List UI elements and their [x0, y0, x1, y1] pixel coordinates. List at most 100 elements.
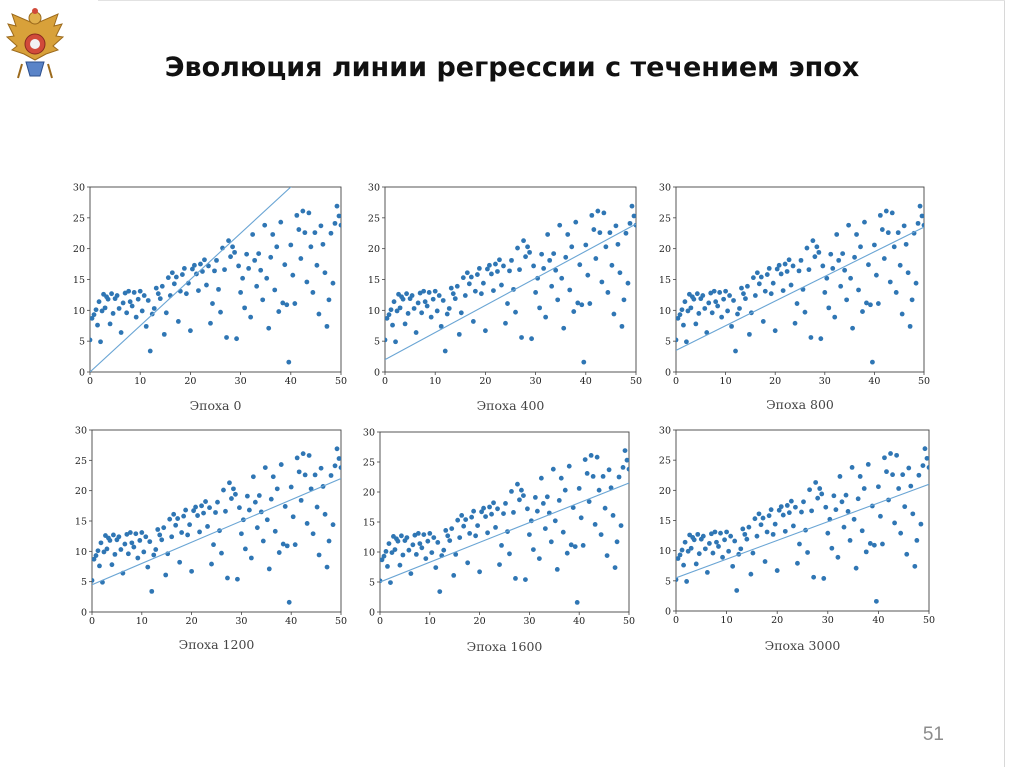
data-point: [334, 203, 340, 209]
data-point: [252, 257, 258, 263]
data-point: [709, 531, 714, 537]
y-tick-label: 15: [659, 516, 671, 527]
data-point: [432, 288, 438, 294]
data-point: [324, 323, 330, 329]
data-point: [237, 505, 242, 511]
data-point: [564, 550, 570, 556]
data-point: [684, 579, 690, 584]
data-point: [491, 500, 496, 506]
data-point: [280, 300, 286, 306]
data-point: [302, 472, 308, 478]
data-point: [413, 330, 419, 335]
data-point: [487, 504, 492, 510]
data-point: [735, 311, 740, 317]
data-point: [296, 469, 302, 475]
data-point: [916, 472, 922, 478]
data-point: [467, 531, 473, 536]
scatter-chart-1: 0 10 20 30 40 50 0 5 10 15 20 25 30 Эпоха 0: [73, 183, 347, 414]
data-point: [856, 287, 861, 293]
y-tick-label: 25: [363, 458, 375, 469]
data-point: [298, 497, 304, 503]
plot-frame: [675, 186, 925, 373]
data-point: [589, 212, 595, 218]
data-point: [264, 517, 270, 523]
data-point: [452, 296, 458, 302]
plot-frame: [384, 186, 637, 373]
data-point: [544, 494, 550, 500]
data-point: [768, 507, 774, 513]
data-point: [740, 526, 746, 532]
data-point: [438, 323, 444, 329]
data-point: [784, 503, 790, 508]
data-point: [308, 486, 314, 492]
data-point: [558, 475, 564, 481]
data-point: [399, 533, 404, 539]
data-point: [679, 307, 685, 313]
data-point: [107, 538, 113, 543]
data-point: [292, 542, 298, 548]
data-point: [459, 513, 465, 518]
data-point: [850, 325, 855, 331]
x-tick-label: 30: [819, 376, 831, 387]
x-tick-label: 20: [771, 615, 783, 626]
data-point: [449, 526, 455, 531]
data-point: [489, 271, 494, 277]
data-point: [413, 552, 419, 557]
data-point: [473, 533, 479, 539]
y-tick-label: 25: [73, 213, 85, 224]
data-point: [464, 270, 470, 276]
x-tick-label: 40: [872, 615, 884, 626]
data-point: [338, 465, 341, 471]
data-point: [98, 339, 103, 345]
data-point: [746, 524, 752, 530]
data-point: [131, 544, 137, 550]
data-point: [205, 524, 210, 529]
data-point: [457, 535, 463, 540]
data-point: [155, 527, 161, 532]
data-point: [677, 312, 683, 318]
data-point: [870, 359, 875, 365]
data-point: [567, 287, 573, 293]
data-point: [437, 589, 443, 594]
data-point: [825, 530, 831, 536]
data-point: [603, 244, 609, 250]
data-point: [177, 288, 183, 294]
data-point: [336, 456, 341, 461]
data-point: [122, 541, 128, 547]
data-point: [503, 501, 508, 506]
data-point: [446, 306, 452, 311]
data-point: [99, 308, 105, 314]
data-point: [173, 522, 179, 528]
data-point: [908, 483, 914, 489]
data-point: [625, 280, 631, 286]
data-point: [409, 293, 415, 298]
data-point: [463, 517, 469, 522]
data-point: [790, 523, 796, 529]
data-point: [815, 495, 821, 501]
data-point: [507, 551, 512, 557]
data-point: [762, 559, 768, 564]
y-tick-label: 10: [73, 306, 85, 317]
data-point: [609, 262, 615, 268]
data-point: [223, 508, 228, 514]
data-point: [474, 272, 480, 277]
data-point: [177, 559, 183, 565]
y-tick-label: 5: [374, 337, 380, 348]
data-point: [153, 547, 159, 552]
data-point: [110, 311, 116, 316]
data-point: [796, 268, 802, 274]
plot-frame: [89, 186, 342, 373]
data-point: [424, 303, 430, 309]
y-tick-label: 25: [659, 456, 671, 467]
data-point: [460, 275, 466, 281]
data-point: [149, 588, 155, 594]
data-point: [533, 290, 538, 295]
data-point: [702, 306, 708, 311]
data-point: [582, 457, 588, 462]
data-point: [607, 230, 613, 236]
data-point: [124, 310, 130, 316]
x-tick-label: 10: [134, 376, 146, 387]
data-point: [216, 286, 221, 292]
data-point: [489, 511, 494, 517]
data-point: [112, 551, 118, 557]
